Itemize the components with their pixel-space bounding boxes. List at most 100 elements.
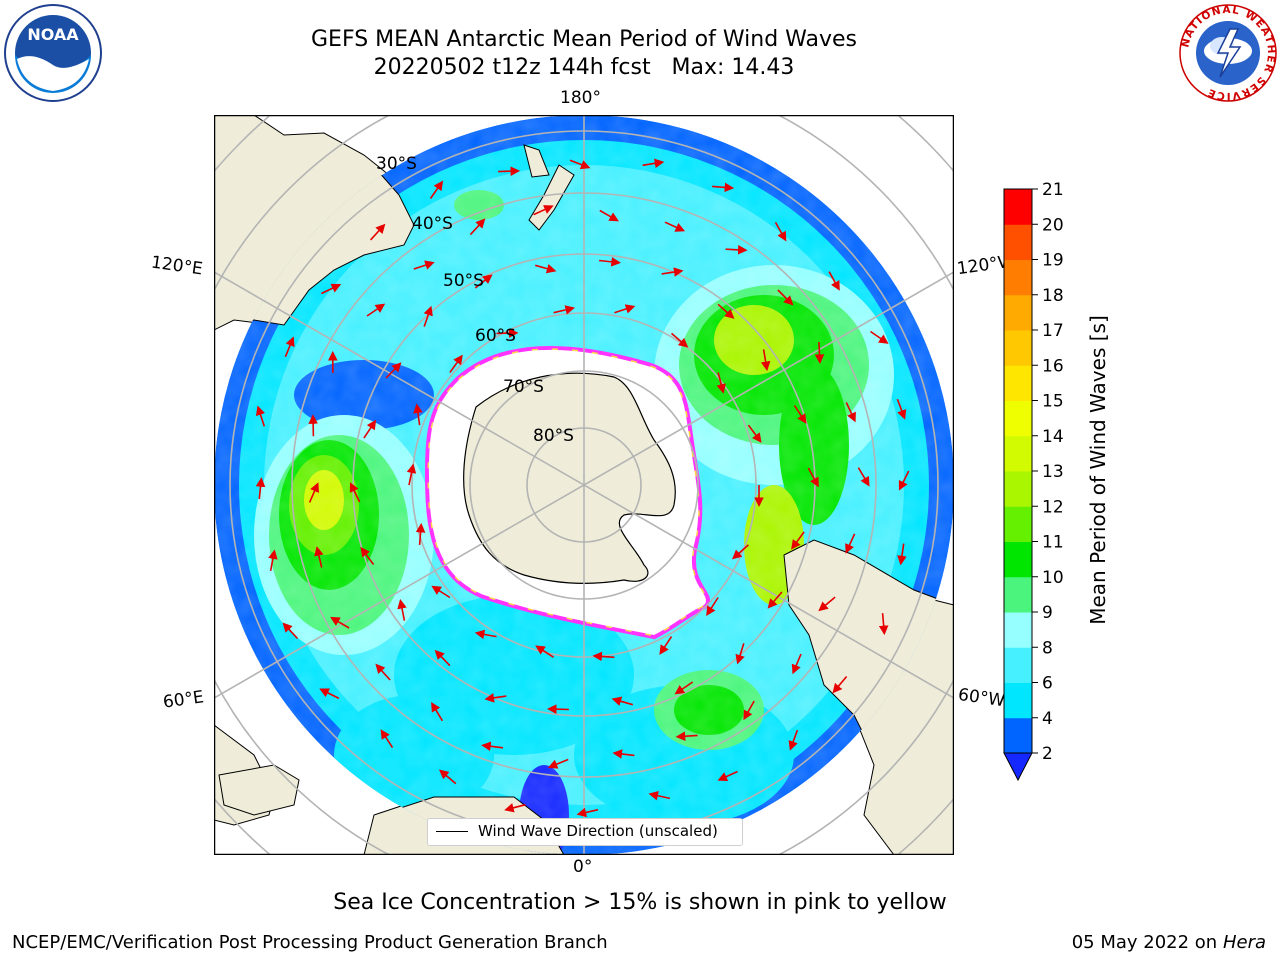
date-text: 05 May 2022 on <box>1071 932 1218 953</box>
graticule <box>214 115 954 855</box>
wind-wave-arrow <box>642 158 665 169</box>
wind-wave-arrow <box>576 807 599 818</box>
lon-label-180: 180° <box>560 88 601 108</box>
colorbar-label: Mean Period of Wind Waves [s] <box>1086 315 1110 625</box>
wind-wave-arrow <box>878 613 889 636</box>
wind-wave-arrow <box>474 629 497 640</box>
colorbar-tick-label: 6 <box>1042 674 1053 694</box>
lon-label-60e: 60°E <box>161 687 206 713</box>
wind-wave-arrow <box>330 616 350 629</box>
colorbar-band <box>1004 365 1032 401</box>
wind-wave-arrow <box>534 264 557 274</box>
colorbar-tick-label: 15 <box>1042 392 1064 412</box>
wind-wave-arrow <box>896 398 907 420</box>
colorbar-band <box>1004 612 1032 648</box>
sea-ice-note: Sea Ice Concentration > 15% is shown in … <box>333 890 947 915</box>
lat-label-60s: 60°S <box>475 326 516 346</box>
lon-label-0: 0° <box>573 857 593 877</box>
colorbar-band <box>1004 294 1032 331</box>
colorbar-band <box>1004 506 1032 542</box>
machine-name: Hera <box>1222 932 1266 953</box>
colorbar-band <box>1004 471 1032 507</box>
wind-wave-arrow <box>385 362 402 379</box>
wind-wave-arrow <box>774 222 787 242</box>
wind-wave-arrow <box>793 405 807 424</box>
wind-wave-arrow <box>670 332 689 348</box>
colorbar-tick-label: 13 <box>1042 462 1064 482</box>
credit-line: NCEP/EMC/Verification Post Processing Pr… <box>12 932 608 953</box>
wind-wave-arrow <box>712 182 735 193</box>
wind-wave-arrow <box>648 791 671 801</box>
colorbar-band <box>1004 435 1032 472</box>
wind-wave-arrow <box>255 477 266 500</box>
colorbar-band <box>1004 224 1032 260</box>
wind-wave-arrow <box>612 749 635 759</box>
colorbar-tick-label: 9 <box>1042 603 1053 623</box>
colorbar-band <box>1004 330 1032 366</box>
wind-wave-arrow <box>535 645 555 658</box>
wind-wave-arrow <box>807 467 819 488</box>
wind-wave-arrow <box>818 596 836 612</box>
wind-wave-arrow <box>791 531 805 550</box>
wind-wave-arrow <box>282 622 299 640</box>
wind-wave-arrow <box>870 330 889 344</box>
wind-wave-arrow <box>675 731 698 741</box>
wind-wave-arrow <box>832 675 848 694</box>
wind-wave-arrow <box>434 649 451 667</box>
wind-wave-arrow <box>664 221 686 232</box>
wind-wave-arrow <box>725 245 748 255</box>
polar-map: 30°S 40°S 50°S 60°S 70°S 80°S <box>214 115 954 855</box>
antarctica-landmass <box>463 372 676 584</box>
colorbar-tick-label: 19 <box>1042 251 1064 271</box>
colorbar-tick-label: 4 <box>1042 709 1053 729</box>
map-legend: Wind Wave Direction (unscaled) <box>427 818 743 846</box>
wind-wave-arrow <box>592 651 615 662</box>
wind-wave-arrow <box>767 591 783 609</box>
colorbar-band <box>1004 189 1032 225</box>
wind-wave-arrow <box>674 681 694 695</box>
colorbar-band <box>1004 541 1032 578</box>
lat-label-70s: 70°S <box>503 377 544 397</box>
colorbar-band <box>1004 717 1032 754</box>
wind-wave-arrow <box>413 403 423 426</box>
legend-label: Wind Wave Direction (unscaled) <box>478 822 718 840</box>
colorbar-tick-label: 12 <box>1042 497 1064 517</box>
wind-wave-arrow <box>363 419 377 439</box>
wind-wave-arrow <box>706 597 719 617</box>
colorbar-tick-label: 17 <box>1042 321 1064 341</box>
colorbar-band <box>1004 259 1032 296</box>
wind-wave-arrow <box>397 599 407 621</box>
wind-wave-arrow <box>504 803 526 813</box>
wind-wave-arrow <box>366 303 386 317</box>
wind-wave-arrow <box>380 729 394 749</box>
wind-wave-arrow <box>747 424 762 443</box>
wind-wave-arrow <box>898 470 910 491</box>
colorbar-tick-label: 20 <box>1042 215 1064 235</box>
wind-wave-arrow <box>438 769 457 785</box>
wind-wave-arrow <box>661 267 684 277</box>
wind-wave-arrow <box>484 693 507 703</box>
colorbar-tick-label: 8 <box>1042 638 1053 658</box>
wind-wave-arrow <box>314 546 324 568</box>
wind-wave-arrow <box>659 636 673 655</box>
wind-wave-arrow <box>498 166 521 176</box>
colorbar-tick-label: 16 <box>1042 356 1064 376</box>
colorbar-tick-label: 14 <box>1042 427 1064 447</box>
lat-label-30s: 30°S <box>376 154 417 174</box>
map-frame <box>214 115 954 855</box>
colorbar: 2 4 6 8 9 10 11 12 13 14 15 16 17 18 19 20 21 <box>1003 180 1064 782</box>
nws-logo: NATIONAL WEATHER SERVICE <box>1179 4 1277 102</box>
wind-wave-arrow <box>406 463 417 486</box>
wind-wave-arrow <box>569 159 591 170</box>
wind-wave-arrow <box>743 700 755 721</box>
colorbar-tick-label: 11 <box>1042 533 1064 553</box>
wind-wave-arrow <box>599 209 619 222</box>
lat-label-80s: 80°S <box>533 426 574 446</box>
colorbar-band <box>1004 647 1032 683</box>
wind-wave-arrow <box>349 482 361 503</box>
colorbar-tick-label: 10 <box>1042 568 1064 588</box>
wind-wave-arrow <box>857 467 870 487</box>
wind-wave-arrow <box>431 585 451 599</box>
colorbar-tick-label: 18 <box>1042 286 1064 306</box>
lat-label-40s: 40°S <box>412 214 453 234</box>
